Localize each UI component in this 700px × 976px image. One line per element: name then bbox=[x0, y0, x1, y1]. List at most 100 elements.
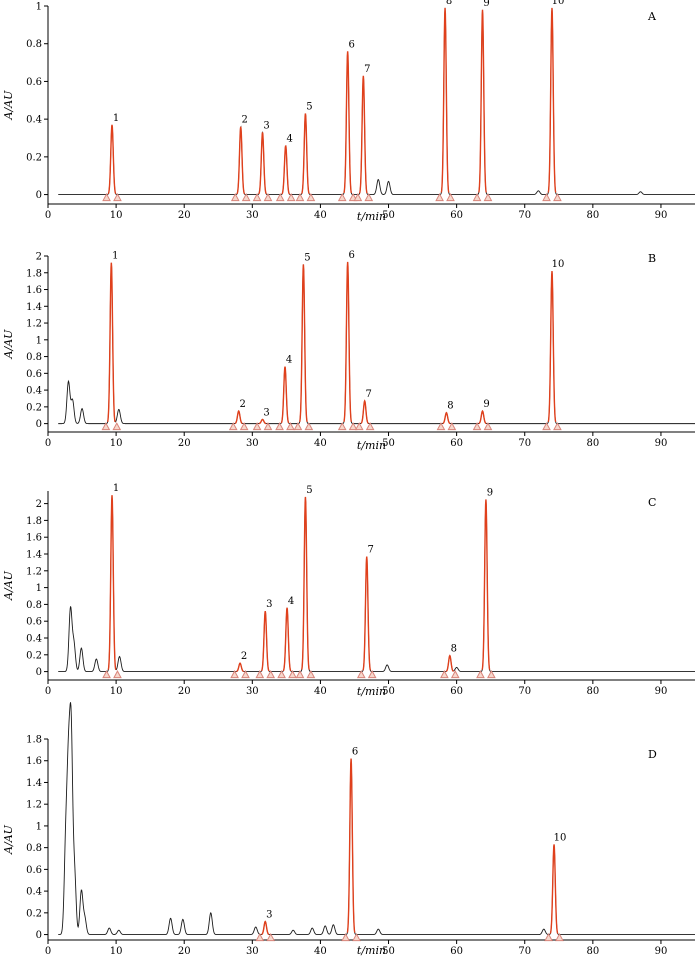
peak-end-marker bbox=[304, 422, 314, 431]
x-tick-label: 20 bbox=[178, 210, 191, 221]
y-axis-title: A/AU bbox=[2, 329, 15, 360]
y-axis-title: A/AU bbox=[2, 824, 15, 855]
peak-label: 7 bbox=[364, 64, 370, 75]
peak-end-marker bbox=[446, 193, 455, 202]
y-tick-label: 0.8 bbox=[26, 843, 42, 854]
peak-end-marker bbox=[487, 670, 496, 679]
panel-b: 00.20.40.60.811.21.41.61.820 10 20 30 40 50 60… bbox=[2, 250, 695, 452]
x-tick-label: 60 bbox=[450, 438, 463, 449]
peak-end-marker bbox=[286, 422, 295, 431]
peak-label: 5 bbox=[306, 485, 312, 496]
x-axis-title: t/min bbox=[357, 439, 386, 452]
peak-start-marker bbox=[255, 670, 265, 679]
y-tick-label: 0.2 bbox=[26, 908, 42, 919]
peak-3 bbox=[260, 611, 270, 672]
peak-end-marker bbox=[553, 193, 562, 202]
peak-label: 10 bbox=[554, 832, 567, 843]
peak-label: 4 bbox=[286, 134, 292, 145]
x-axis-title: t/min bbox=[357, 685, 386, 698]
peak-start-marker bbox=[476, 670, 485, 679]
y-tick-label: 0 bbox=[36, 930, 42, 941]
panel-letter: D bbox=[648, 748, 657, 761]
x-tick-label: 90 bbox=[655, 686, 668, 697]
peak-start-marker bbox=[252, 422, 262, 431]
peak-label: 3 bbox=[263, 120, 269, 131]
x-tick-label: 40 bbox=[314, 438, 327, 449]
peak-start-marker bbox=[435, 193, 444, 202]
peak-3 bbox=[258, 132, 267, 195]
peak-label: 8 bbox=[451, 644, 457, 655]
y-tick-label: 2 bbox=[36, 252, 42, 263]
peak-end-marker bbox=[348, 422, 358, 431]
y-tick-label: 1 bbox=[36, 335, 42, 346]
panel-c: 00.20.40.60.811.21.41.61.820 10 20 30 40 50 60… bbox=[2, 483, 695, 698]
y-tick-label: 0.2 bbox=[26, 402, 42, 413]
x-tick-label: 50 bbox=[382, 946, 395, 957]
y-tick-label: 1.6 bbox=[26, 756, 42, 767]
x-tick-label: 50 bbox=[382, 438, 395, 449]
peak-8 bbox=[442, 411, 451, 425]
x-tick-label: 40 bbox=[314, 946, 327, 957]
peak-end-marker bbox=[263, 193, 273, 202]
y-tick-label: 0.4 bbox=[26, 634, 42, 645]
peak-9 bbox=[481, 499, 491, 670]
peak-end-marker bbox=[364, 193, 374, 202]
peak-5 bbox=[299, 264, 308, 422]
x-tick-label: 20 bbox=[178, 946, 191, 957]
peak-10 bbox=[547, 7, 557, 193]
y-tick-label: 1.6 bbox=[26, 533, 42, 544]
peak-label: 1 bbox=[113, 483, 119, 494]
peak-1 bbox=[106, 262, 116, 422]
peak-4 bbox=[281, 145, 290, 195]
peak-start-marker bbox=[295, 193, 305, 202]
y-tick-label: 0 bbox=[36, 419, 42, 430]
x-tick-label: 10 bbox=[110, 946, 123, 957]
peak-end-marker bbox=[352, 933, 361, 942]
peak-start-marker bbox=[275, 193, 285, 202]
y-tick-label: 1.2 bbox=[26, 566, 42, 577]
x-tick-label: 90 bbox=[655, 210, 668, 221]
peak-label: 1 bbox=[113, 113, 119, 124]
y-tick-label: 0.6 bbox=[26, 77, 42, 88]
peak-label: 10 bbox=[552, 259, 565, 270]
peak-end-marker bbox=[555, 933, 564, 942]
peak-label: 2 bbox=[240, 399, 246, 410]
x-tick-label: 50 bbox=[382, 686, 395, 697]
peak-label: 3 bbox=[263, 407, 269, 418]
peak-label: 8 bbox=[446, 0, 452, 7]
x-tick-label: 80 bbox=[586, 946, 599, 957]
peak-start-marker bbox=[101, 422, 111, 431]
peak-label: 10 bbox=[552, 0, 565, 7]
y-tick-label: 2 bbox=[36, 499, 42, 510]
x-tick-label: 60 bbox=[450, 210, 463, 221]
peak-label: 5 bbox=[306, 101, 312, 112]
peak-9 bbox=[478, 409, 487, 425]
peak-start-marker bbox=[356, 670, 366, 679]
y-tick-label: 0.6 bbox=[26, 369, 42, 380]
y-tick-label: 1 bbox=[36, 2, 42, 13]
peak-label: 5 bbox=[304, 252, 310, 263]
peak-end-marker bbox=[450, 670, 460, 679]
peak-7 bbox=[358, 75, 368, 194]
x-tick-label: 20 bbox=[178, 438, 191, 449]
peak-end-marker bbox=[306, 193, 316, 202]
peak-label: 9 bbox=[487, 487, 493, 498]
peak-2 bbox=[234, 409, 243, 425]
peak-label: 6 bbox=[352, 747, 358, 758]
peak-7 bbox=[360, 399, 369, 424]
x-tick-label: 30 bbox=[246, 946, 259, 957]
y-tick-label: 0 bbox=[36, 190, 42, 201]
peak-8 bbox=[440, 7, 450, 193]
peak-start-marker bbox=[255, 933, 265, 942]
peak-start-marker bbox=[354, 422, 364, 431]
peak-start-marker bbox=[542, 422, 551, 431]
peak-3 bbox=[258, 418, 267, 425]
y-tick-label: 0.8 bbox=[26, 600, 42, 611]
x-axis-title: t/min bbox=[357, 944, 386, 957]
peak-start-marker bbox=[275, 422, 284, 431]
peak-start-marker bbox=[230, 193, 240, 202]
y-tick-label: 0.4 bbox=[26, 115, 42, 126]
y-tick-label: 0.4 bbox=[26, 887, 42, 898]
x-tick-label: 70 bbox=[518, 946, 531, 957]
